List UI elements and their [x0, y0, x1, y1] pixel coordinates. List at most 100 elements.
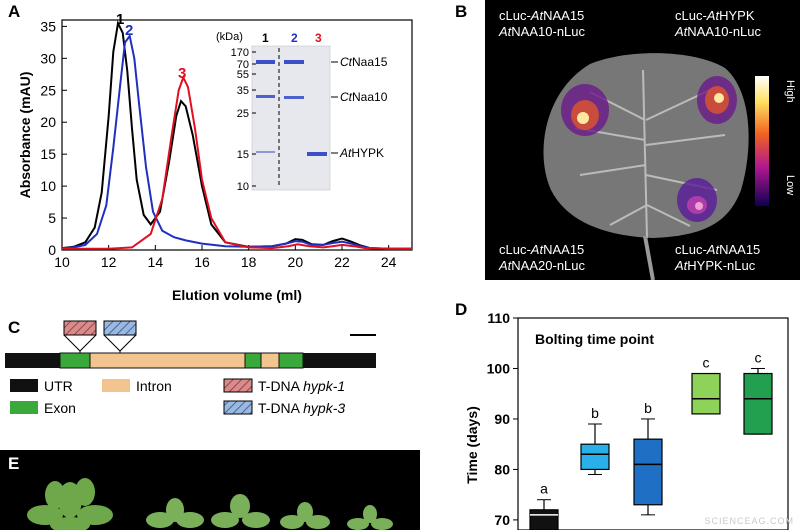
box-significance-letter: b	[644, 400, 652, 416]
gel-marker-label: 70	[237, 59, 249, 71]
legend-tdna3-swatch	[223, 400, 253, 415]
gel-band-label-naa10: CtNaa10	[340, 90, 388, 104]
legend-intron-swatch	[102, 379, 130, 392]
panel-b-label: B	[455, 2, 468, 21]
gel-marker-label: 55	[237, 69, 249, 81]
chart-d-ytick-label: 90	[494, 411, 510, 427]
chart-d-ytick-label: 110	[487, 310, 510, 326]
gel-band-naa15-lane1	[256, 60, 275, 64]
gel-image	[251, 45, 331, 191]
chart-a-ytick-label: 25	[40, 82, 56, 98]
chart-a-xtick-label: 24	[381, 254, 397, 270]
chart-a-xtick-label: 22	[334, 254, 350, 270]
construct-label-top-right: cLuc-AtHYPK AtNAA10-nLuc	[675, 8, 762, 39]
legend-exon-label: Exon	[44, 400, 76, 416]
construct-label-bottom-right: cLuc-AtNAA15 AtHYPK-nLuc	[675, 242, 761, 273]
box-body	[633, 438, 663, 506]
gene-utr-3	[303, 353, 376, 368]
chart-a-ylabel: Absorbance (mAU)	[17, 72, 33, 199]
box-2: b	[580, 405, 610, 475]
chart-a-ytick-label: 5	[48, 210, 56, 226]
gel-marker-label: 35	[237, 85, 249, 97]
panel-c-gene-model: UTR Exon Intron T-DNA hypk-1 T-DNA hypk-…	[5, 320, 376, 416]
panel-a-label: A	[8, 2, 21, 21]
peak-label-3: 3	[178, 65, 186, 82]
box-body	[691, 372, 721, 415]
chart-a-xtick-label: 12	[101, 254, 117, 270]
intensity-scale-bar	[755, 76, 769, 206]
gel-marker-label: 170	[231, 47, 249, 59]
luminescence-signal-top-left	[561, 84, 609, 136]
gel-lane-3: 3	[315, 31, 322, 45]
rosette-plant-3	[211, 494, 270, 528]
leaf-image: High Low	[543, 53, 796, 280]
legend-tdna1-swatch	[223, 378, 253, 393]
box-body	[529, 509, 559, 530]
chart-a-ytick-label: 30	[40, 50, 56, 66]
gel-lane-1: 1	[262, 31, 269, 45]
rosette-plant-4	[280, 502, 330, 529]
tdna-hypk1-marker	[63, 320, 97, 336]
gene-exon-2	[244, 352, 262, 369]
chart-a-xlabel: Elution volume (ml)	[172, 287, 302, 303]
chart-d-title: Bolting time point	[535, 331, 654, 347]
tdna-hypk3-pointer	[103, 334, 137, 352]
box-5: c	[743, 349, 773, 435]
chart-a-ytick-label: 15	[40, 146, 56, 162]
rosette-plant-2	[146, 498, 204, 528]
legend-exon-swatch	[10, 401, 38, 414]
peak-label-1: 1	[116, 11, 124, 28]
chart-a-ytick-label: 20	[40, 114, 56, 130]
tdna-hypk1-pointer	[63, 334, 97, 352]
gene-exon-3	[278, 352, 304, 369]
gel-band-label-naa15: CtNaa15	[340, 55, 388, 69]
luminescence-signal-top-right	[697, 76, 737, 124]
panel-e-plant-photo: E	[0, 450, 420, 530]
chart-a-xtick-label: 14	[148, 254, 164, 270]
gel-band-naa10-lane1	[256, 95, 275, 98]
panel-e-label: E	[8, 454, 20, 473]
panel-c-label: C	[8, 318, 21, 337]
rosette-plants-image	[27, 478, 393, 530]
panel-d-boxplot: Bolting time point Time (days) 70 80 90 100…	[464, 310, 789, 530]
box-significance-letter: c	[755, 349, 762, 365]
legend-intron-label: Intron	[136, 378, 172, 394]
chart-d-ytick-label: 100	[487, 360, 511, 376]
leaf-petiole	[643, 235, 655, 280]
gel-marker-label: 10	[237, 181, 249, 193]
chart-a-xtick-label: 20	[288, 254, 304, 270]
chart-a-series-2	[61, 33, 412, 250]
peak-label-2: 2	[125, 22, 133, 39]
box-1: a	[529, 481, 559, 530]
leaf-veins	[574, 69, 726, 239]
gel-band-naa15-lane2	[284, 60, 304, 64]
chart-a-series-1	[61, 19, 412, 250]
legend-tdna3-label: T-DNA hypk-3	[258, 400, 345, 416]
chart-a-ytick-label: 10	[40, 178, 56, 194]
gel-marker-label: 25	[237, 108, 249, 120]
panel-d-label: D	[455, 300, 468, 319]
gel-kda-unit: (kDa)	[216, 31, 243, 43]
chart-d-ylabel: Time (days)	[464, 406, 480, 484]
chart-a-xtick-label: 16	[194, 254, 210, 270]
gene-intron-1	[89, 352, 246, 369]
box-body	[580, 443, 610, 471]
chart-a-ytick-label: 35	[40, 18, 56, 34]
gel-lane-2: 2	[291, 31, 298, 45]
panel-b-luciferase-image: High Low cLuc-AtNAA15 AtNAA10-nLuc cLuc-…	[485, 0, 800, 280]
scale-low-label: Low	[784, 175, 796, 195]
chart-a-ytick-label: 0	[48, 242, 56, 258]
tdna-hypk3-marker	[103, 320, 137, 336]
gene-utr-5	[5, 353, 60, 368]
legend-utr-label: UTR	[44, 378, 73, 394]
chart-a-xtick-label: 18	[241, 254, 257, 270]
chart-d-frame	[517, 317, 789, 530]
construct-label-top-left: cLuc-AtNAA15 AtNAA10-nLuc	[499, 8, 586, 39]
construct-label-bottom-left: cLuc-AtNAA15 AtNAA20-nLuc	[499, 242, 586, 273]
chart-a-frame	[61, 19, 413, 251]
legend-utr-swatch	[10, 379, 38, 392]
luminescence-signal-bottom-right	[677, 178, 717, 222]
gel-band-hypk-lane3	[307, 152, 327, 156]
watermark: SCIENCEAG.COM	[704, 516, 794, 526]
